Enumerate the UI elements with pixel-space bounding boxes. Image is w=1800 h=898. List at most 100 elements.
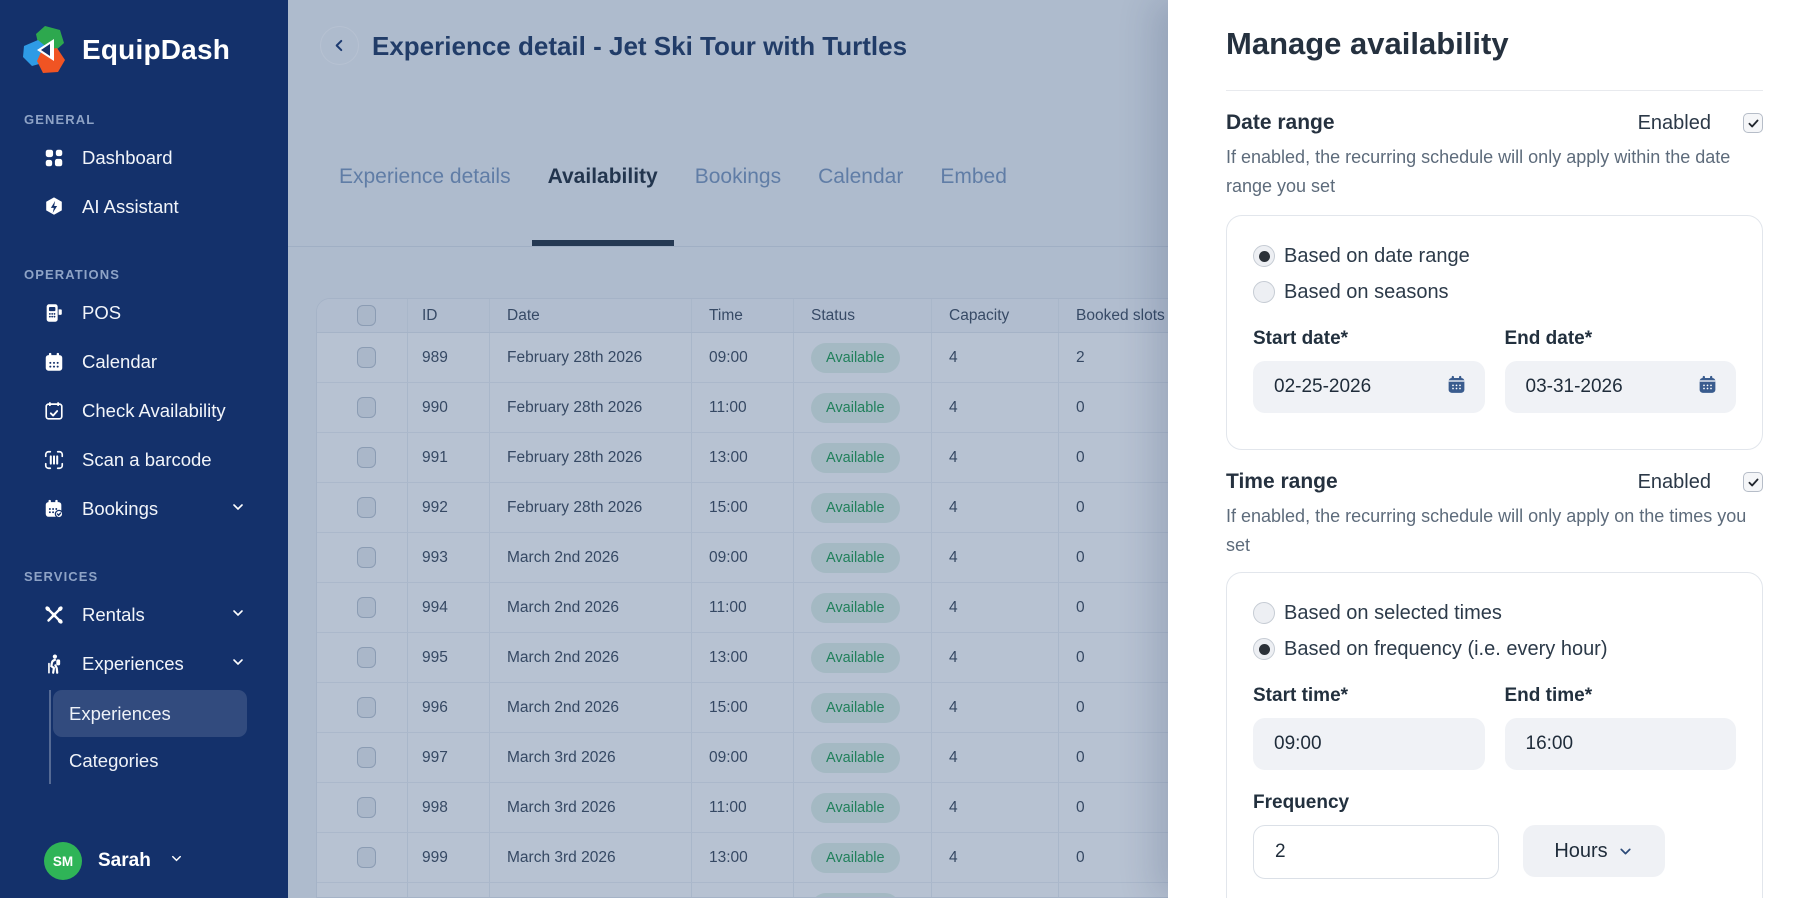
equipdash-logo-icon	[23, 26, 65, 73]
column-header-status: Status	[793, 299, 931, 332]
sidebar-item-ai-assistant[interactable]: AI Assistant	[0, 182, 288, 231]
end-date-label: End date*	[1504, 328, 1593, 349]
row-checkbox[interactable]	[357, 847, 376, 868]
section-label-services: SERVICES	[24, 569, 99, 584]
end-date-input[interactable]: 03-31-2026	[1504, 361, 1736, 413]
row-checkbox[interactable]	[357, 647, 376, 668]
status-badge: Available	[811, 692, 900, 723]
tab-experience-details[interactable]: Experience details	[339, 165, 511, 188]
cell-capacity: 4	[931, 783, 1058, 832]
sidebar-item-bookings[interactable]: Bookings	[0, 484, 288, 533]
cell-capacity: 4	[931, 633, 1058, 682]
cell-time: 15:00	[691, 683, 793, 732]
cell-date: March 2nd 2026	[489, 683, 691, 732]
divider	[1226, 90, 1763, 91]
radio-based-on-selected-times[interactable]: Based on selected times	[1253, 595, 1736, 631]
row-checkbox[interactable]	[357, 697, 376, 718]
start-date-input[interactable]: 02-25-2026	[1253, 361, 1485, 413]
cell-capacity: 4	[931, 833, 1058, 882]
sidebar-item-dashboard[interactable]: Dashboard	[0, 133, 288, 182]
pos-terminal-icon	[42, 301, 66, 325]
tab-embed[interactable]: Embed	[940, 165, 1007, 188]
row-checkbox[interactable]	[357, 547, 376, 568]
cell-date: February 28th 2026	[489, 333, 691, 382]
sidebar-item-rentals[interactable]: Rentals	[0, 590, 288, 639]
radio-icon	[1253, 602, 1275, 624]
column-header-time: Time	[691, 299, 793, 332]
cell-id: 990	[407, 383, 489, 432]
select-all-checkbox[interactable]	[357, 305, 376, 326]
tab-calendar[interactable]: Calendar	[818, 165, 904, 188]
radio-based-on-seasons[interactable]: Based on seasons	[1253, 274, 1736, 310]
radio-label: Based on seasons	[1284, 280, 1449, 303]
status-badge: Available	[811, 892, 900, 897]
sidebar-item-label: POS	[82, 301, 122, 323]
radio-label: Based on frequency (i.e. every hour)	[1284, 637, 1608, 660]
sidebar: EquipDash GENERAL Dashboard AI Assistant…	[0, 0, 288, 898]
date-range-enabled-checkbox[interactable]	[1743, 113, 1763, 133]
chevron-down-icon	[230, 498, 246, 520]
frequency-label: Frequency	[1253, 792, 1350, 813]
sidebar-item-experiences[interactable]: Experiences	[0, 639, 288, 688]
sidebar-item-label: AI Assistant	[82, 195, 179, 217]
avatar: SM	[44, 842, 82, 880]
row-checkbox[interactable]	[357, 497, 376, 518]
tab-bookings[interactable]: Bookings	[694, 165, 782, 188]
manage-availability-panel: Manage availability Date range Enabled I…	[1168, 0, 1800, 898]
row-checkbox[interactable]	[357, 747, 376, 768]
submenu-item-experiences[interactable]: Experiences	[53, 690, 247, 737]
time-range-header: Time range Enabled	[1226, 470, 1763, 494]
calendar-icon[interactable]	[1446, 374, 1467, 401]
radio-icon	[1253, 281, 1275, 303]
table-row: 992 February 28th 2026 15:00 Available 4…	[317, 483, 1779, 533]
sidebar-item-pos[interactable]: POS	[0, 288, 288, 337]
time-range-description: If enabled, the recurring schedule will …	[1226, 506, 1747, 555]
user-menu[interactable]: SM Sarah	[0, 842, 288, 880]
status-badge: Available	[811, 842, 900, 873]
app-logo[interactable]: EquipDash	[0, 0, 288, 76]
tab-availability[interactable]: Availability	[531, 165, 674, 246]
sidebar-item-scan-barcode[interactable]: Scan a barcode	[0, 435, 288, 484]
cell-time: 09:00	[691, 533, 793, 582]
time-range-enabled-checkbox[interactable]	[1743, 472, 1763, 492]
calendar-check-icon	[42, 399, 66, 423]
status-badge: Available	[811, 392, 900, 423]
radio-based-on-date-range[interactable]: Based on date range	[1253, 238, 1736, 274]
cell-booked-slots: 0	[1058, 483, 1779, 532]
end-time-input[interactable]: 16:00	[1504, 718, 1736, 770]
cell-id: 991	[407, 433, 489, 482]
calendar-icon[interactable]	[1697, 374, 1718, 401]
hiker-icon	[42, 652, 66, 676]
status-badge: Available	[811, 592, 900, 623]
cell-time: 13:00	[691, 433, 793, 482]
cell-capacity: 4	[931, 883, 1058, 897]
calendar-icon	[42, 350, 66, 374]
bookings-calendar-icon	[42, 497, 66, 521]
frequency-unit-select[interactable]: Hours	[1523, 825, 1665, 877]
experiences-submenu: Experiences Categories	[49, 690, 288, 784]
back-button[interactable]	[320, 26, 359, 65]
row-checkbox[interactable]	[357, 397, 376, 418]
radio-based-on-frequency[interactable]: Based on frequency (i.e. every hour)	[1253, 631, 1736, 667]
submenu-item-categories[interactable]: Categories	[69, 749, 159, 771]
radio-icon	[1253, 245, 1275, 267]
row-checkbox[interactable]	[357, 797, 376, 818]
paddles-icon	[42, 603, 66, 627]
row-checkbox[interactable]	[357, 447, 376, 468]
chevron-down-icon	[230, 653, 246, 675]
start-time-input[interactable]: 09:00	[1253, 718, 1485, 770]
status-badge: Available	[811, 792, 900, 823]
sidebar-item-label: Rentals	[82, 603, 145, 625]
sidebar-item-calendar[interactable]: Calendar	[0, 337, 288, 386]
sidebar-item-check-availability[interactable]: Check Availability	[0, 386, 288, 435]
status-badge: Available	[811, 442, 900, 473]
cell-id: 993	[407, 533, 489, 582]
row-checkbox[interactable]	[357, 347, 376, 368]
row-checkbox[interactable]	[357, 597, 376, 618]
table-row: 993 March 2nd 2026 09:00 Available 4 0	[317, 533, 1779, 583]
table-row: 990 February 28th 2026 11:00 Available 4…	[317, 383, 1779, 433]
app-name: EquipDash	[82, 34, 231, 65]
frequency-input[interactable]	[1253, 825, 1499, 879]
time-range-heading: Time range	[1226, 470, 1338, 493]
start-date-value: 02-25-2026	[1274, 376, 1372, 397]
